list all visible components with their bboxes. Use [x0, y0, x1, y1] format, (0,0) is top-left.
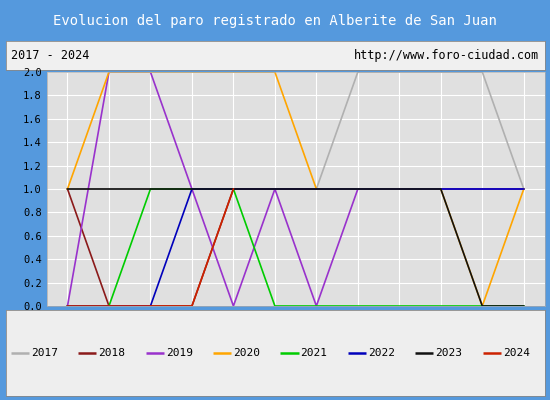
- Text: 2024: 2024: [503, 348, 530, 358]
- Text: 2019: 2019: [166, 348, 193, 358]
- Text: 2017: 2017: [31, 348, 58, 358]
- Text: Evolucion del paro registrado en Alberite de San Juan: Evolucion del paro registrado en Alberit…: [53, 14, 497, 28]
- Text: 2017 - 2024: 2017 - 2024: [11, 49, 89, 62]
- Text: 2023: 2023: [436, 348, 463, 358]
- Text: http://www.foro-ciudad.com: http://www.foro-ciudad.com: [354, 49, 539, 62]
- Text: 2021: 2021: [301, 348, 328, 358]
- Text: 2018: 2018: [98, 348, 125, 358]
- Text: 2020: 2020: [233, 348, 260, 358]
- Text: 2022: 2022: [368, 348, 395, 358]
